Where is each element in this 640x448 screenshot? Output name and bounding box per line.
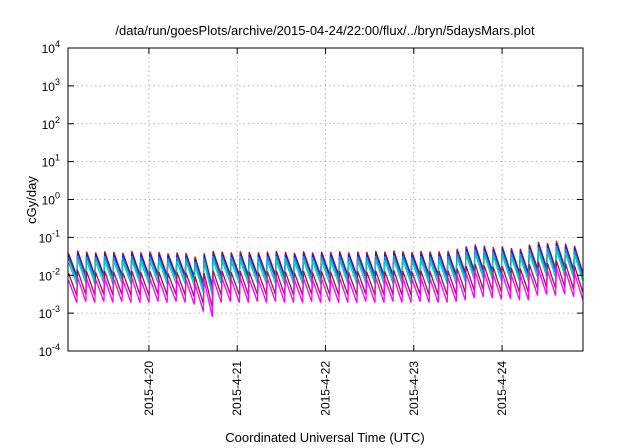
x-tick-label: 2015-4-21: [230, 361, 244, 416]
grid: [68, 48, 583, 351]
series-line: [67, 249, 584, 296]
y-tick-label: 10-3: [39, 304, 60, 321]
y-tick-labels: 10-4 10-3 10-2 10-1 100 101 102 103 104: [39, 39, 60, 359]
x-axis-label: Coordinated Universal Time (UTC): [225, 430, 424, 445]
y-tick-label: 102: [42, 115, 60, 132]
y-tick-label: 10-1: [39, 228, 60, 245]
x-tick-label: 2015-4-20: [142, 361, 156, 416]
y-tick-label: 10-2: [39, 266, 60, 283]
x-tick-label: 2015-4-24: [495, 361, 509, 416]
series-line: [67, 242, 584, 289]
series-line: [67, 260, 584, 308]
series-group: [67, 240, 584, 317]
x-tick-labels: 2015-4-20 2015-4-21 2015-4-22 2015-4-23 2015…: [142, 361, 509, 416]
y-axis-label: cGy/day: [24, 176, 39, 224]
x-tick-label: 2015-4-22: [319, 361, 333, 416]
y-tick-label: 103: [42, 77, 60, 94]
x-tick-label: 2015-4-23: [407, 361, 421, 416]
y-tick-label: 10-4: [39, 342, 60, 359]
y-tick-label: 104: [42, 39, 60, 56]
series-line: [67, 267, 584, 317]
y-tick-label: 100: [42, 191, 60, 208]
series-line: [67, 245, 584, 292]
axis-ticks: [68, 47, 583, 352]
chart-title: /data/run/goesPlots/archive/2015-04-24/2…: [115, 23, 535, 38]
y-tick-label: 101: [42, 153, 60, 170]
